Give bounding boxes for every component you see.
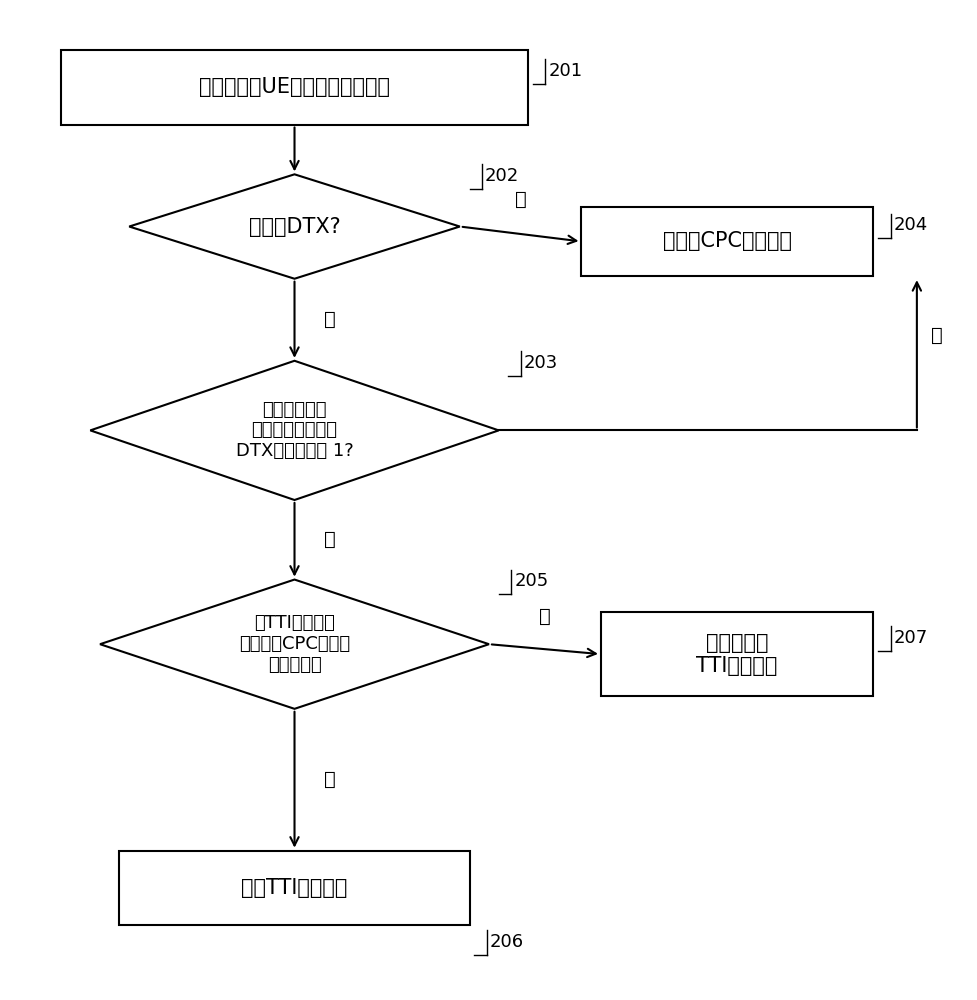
Text: 204: 204 bbox=[893, 216, 927, 234]
Text: 是否是DTX?: 是否是DTX? bbox=[248, 217, 340, 237]
Polygon shape bbox=[129, 174, 459, 279]
Text: 是: 是 bbox=[323, 310, 335, 329]
Text: 否: 否 bbox=[930, 326, 942, 345]
Text: 是: 是 bbox=[323, 770, 335, 789]
Text: 在本TTI进行重传: 在本TTI进行重传 bbox=[241, 878, 348, 898]
Text: 基站接收到UE的数据包解码响应: 基站接收到UE的数据包解码响应 bbox=[198, 77, 390, 97]
Text: 203: 203 bbox=[524, 354, 558, 372]
Polygon shape bbox=[90, 361, 498, 500]
Bar bbox=[600, 612, 872, 696]
Text: 205: 205 bbox=[514, 572, 548, 590]
Text: 是: 是 bbox=[323, 530, 335, 549]
Bar bbox=[119, 851, 469, 925]
Text: 本TTI调度时间
是否处于CPC周期的
脉冲位置？: 本TTI调度时间 是否处于CPC周期的 脉冲位置？ bbox=[238, 614, 350, 674]
Text: 206: 206 bbox=[489, 933, 524, 951]
Text: 否: 否 bbox=[514, 190, 526, 209]
Text: 按普通CPC调度处理: 按普通CPC调度处理 bbox=[662, 231, 791, 251]
Text: 201: 201 bbox=[548, 62, 582, 80]
Text: 混合自动重传
请求的重传次数为
DTX响应个数加 1?: 混合自动重传 请求的重传次数为 DTX响应个数加 1? bbox=[235, 401, 353, 460]
Text: 否: 否 bbox=[538, 607, 550, 626]
Polygon shape bbox=[100, 580, 488, 709]
Text: 207: 207 bbox=[893, 629, 927, 647]
Bar bbox=[61, 50, 528, 125]
Text: 202: 202 bbox=[485, 167, 519, 185]
Bar bbox=[580, 207, 872, 276]
Text: 留待下一个
TTI周期处理: 留待下一个 TTI周期处理 bbox=[696, 633, 777, 676]
